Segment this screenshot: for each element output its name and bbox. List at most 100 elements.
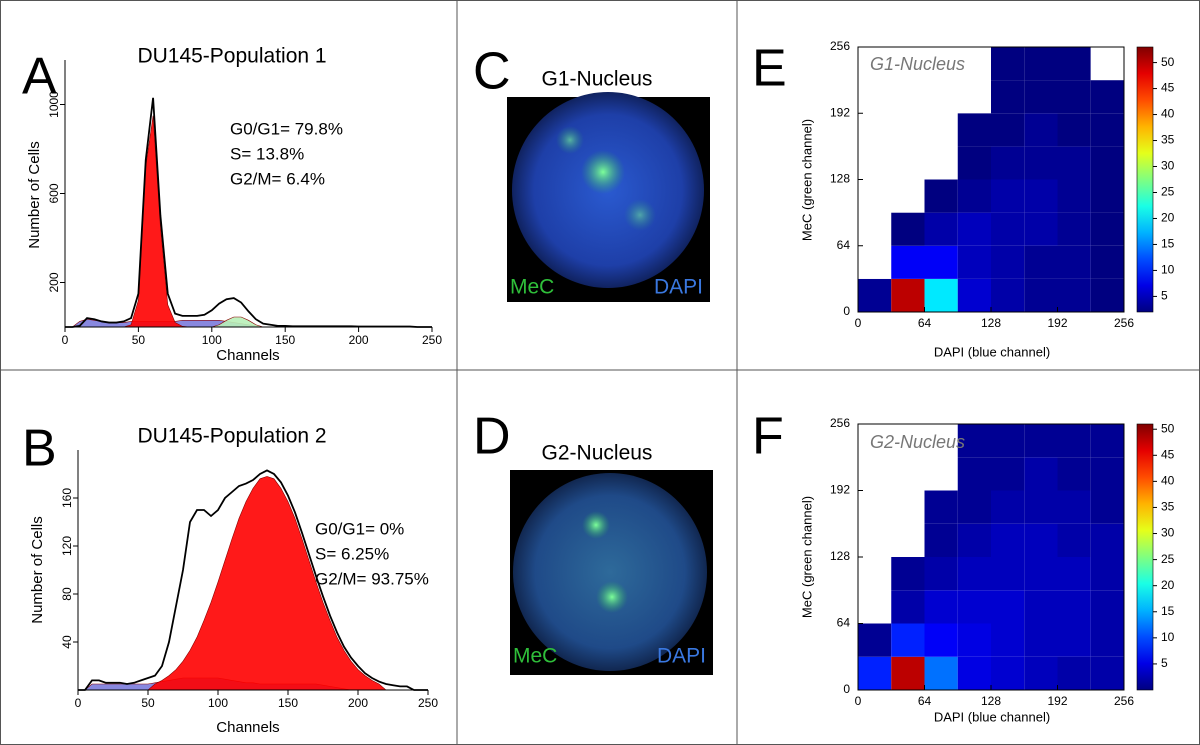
x-axis-label: Channels	[216, 347, 279, 364]
density-cell	[891, 113, 925, 147]
density-cell	[1057, 212, 1091, 246]
density-cell	[924, 146, 958, 180]
density-cell	[858, 47, 892, 81]
colorbar-label: 20	[1161, 211, 1175, 225]
density-cell	[991, 424, 1025, 458]
density-cell	[1090, 656, 1124, 690]
y-tick-label: 40	[60, 635, 74, 649]
density-cell	[1057, 278, 1091, 312]
density-cell	[1090, 80, 1124, 114]
density-cell	[858, 278, 892, 312]
density-cell	[1024, 245, 1058, 279]
density-cell	[991, 212, 1025, 246]
density-cell	[858, 80, 892, 114]
density-cell	[1090, 557, 1124, 591]
density-cell	[891, 656, 925, 690]
panel-letter: D	[473, 408, 511, 466]
spot	[624, 199, 656, 231]
density-cell	[891, 179, 925, 213]
density-cell	[1024, 523, 1058, 557]
colorbar-label: 10	[1161, 263, 1175, 277]
density-cell	[1024, 623, 1058, 657]
density-cell	[1057, 656, 1091, 690]
channel-label: DAPI	[657, 645, 706, 668]
y-tick-label: 256	[830, 39, 850, 53]
density-cell	[858, 557, 892, 591]
y-axis-label: Number of Cells	[29, 516, 46, 624]
colorbar-label: 25	[1161, 552, 1175, 566]
density-cell	[991, 113, 1025, 147]
x-tick-label: 0	[75, 696, 82, 710]
x-tick-label: 150	[275, 333, 295, 347]
y-axis-label: Number of Cells	[26, 141, 43, 249]
x-tick-label: 250	[422, 333, 442, 347]
density-cell	[1024, 490, 1058, 524]
density-cell	[924, 457, 958, 491]
channel-label: DAPI	[654, 276, 703, 299]
density-cell	[1057, 523, 1091, 557]
colorbar-label: 45	[1161, 81, 1175, 95]
y-tick-label: 160	[60, 488, 74, 508]
density-cell	[957, 245, 991, 279]
density-cell	[957, 590, 991, 624]
x-axis-label: Channels	[216, 719, 279, 736]
density-cell	[1090, 212, 1124, 246]
x-tick-label: 0	[855, 316, 862, 330]
density-cell	[1090, 113, 1124, 147]
x-tick-label: 0	[62, 333, 69, 347]
colorbar	[1136, 423, 1154, 691]
density-cell	[1057, 47, 1091, 81]
density-cell	[1024, 212, 1058, 246]
density-cell	[858, 656, 892, 690]
density-cell	[957, 146, 991, 180]
density-cell	[957, 457, 991, 491]
x-tick-label: 50	[132, 333, 146, 347]
panel-letter: E	[752, 40, 787, 98]
density-cell	[991, 523, 1025, 557]
density-cell	[991, 590, 1025, 624]
x-tick-label: 0	[855, 694, 862, 708]
density-cell	[891, 523, 925, 557]
density-cell	[1090, 523, 1124, 557]
density-cell	[1090, 623, 1124, 657]
density-cell	[924, 278, 958, 312]
y-axis-label: MeC (green channel)	[799, 119, 814, 241]
density-cell	[858, 457, 892, 491]
colorbar-label: 30	[1161, 526, 1175, 540]
y-tick-label: 256	[830, 416, 850, 430]
density-cell	[1024, 47, 1058, 81]
spot	[581, 150, 625, 194]
density-cell	[1090, 146, 1124, 180]
x-tick-label: 100	[202, 333, 222, 347]
colorbar-label: 20	[1161, 578, 1175, 592]
density-cell	[957, 113, 991, 147]
density-cell	[858, 523, 892, 557]
x-axis-label: DAPI (blue channel)	[934, 709, 1050, 724]
density-cell	[858, 245, 892, 279]
colorbar-label: 5	[1161, 289, 1168, 303]
y-tick-label: 0	[843, 304, 850, 318]
density-cell	[1024, 590, 1058, 624]
density-cell	[1024, 80, 1058, 114]
density-cell	[924, 424, 958, 458]
density-cell	[924, 590, 958, 624]
density-cell	[1057, 245, 1091, 279]
panel-letter: A	[22, 48, 57, 106]
density-cell	[1024, 179, 1058, 213]
colorbar-label: 50	[1161, 421, 1175, 435]
density-cell	[1024, 656, 1058, 690]
density-cell	[891, 47, 925, 81]
density-cell	[858, 113, 892, 147]
density-cell	[991, 179, 1025, 213]
y-tick-label: 192	[830, 105, 850, 119]
nucleus	[513, 473, 707, 671]
y-tick-label: 128	[830, 172, 850, 186]
density-cell	[1024, 146, 1058, 180]
density-cell	[957, 212, 991, 246]
annotation: G0/G1= 79.8%	[230, 119, 343, 138]
colorbar-label: 40	[1161, 474, 1175, 488]
x-tick-label: 192	[1047, 694, 1067, 708]
density-cell	[891, 557, 925, 591]
chart-title: DU145-Population 1	[137, 45, 326, 68]
annotation: G2/M= 6.4%	[230, 169, 325, 188]
